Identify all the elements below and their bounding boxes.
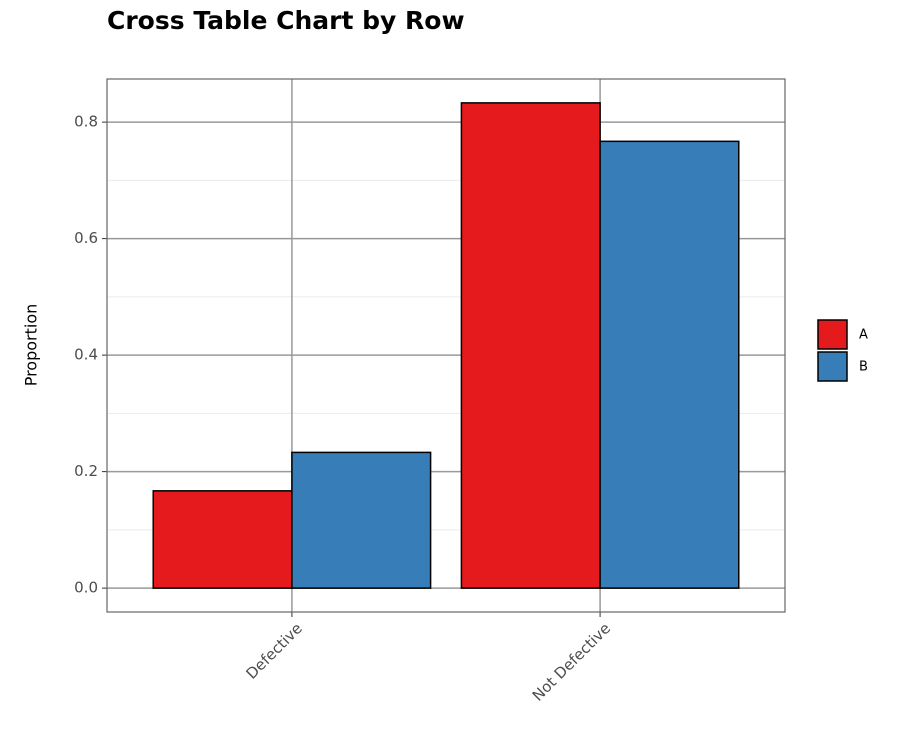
x-tick-label: Not Defective bbox=[529, 619, 614, 704]
x-tick-label: Defective bbox=[242, 619, 305, 682]
y-tick-label: 0.4 bbox=[74, 346, 98, 364]
y-tick-label: 0.6 bbox=[74, 229, 98, 247]
y-tick-label: 0.2 bbox=[74, 462, 98, 480]
legend-label: B bbox=[859, 360, 868, 375]
legend-label: A bbox=[859, 328, 868, 343]
y-tick-label: 0.8 bbox=[74, 113, 98, 131]
bar bbox=[152, 490, 293, 589]
legend-swatch bbox=[817, 319, 848, 350]
chart-title: Cross Table Chart by Row bbox=[107, 6, 465, 35]
legend-swatch bbox=[817, 351, 848, 382]
y-axis-label: Proportion bbox=[22, 304, 41, 387]
y-tick-label: 0.0 bbox=[74, 579, 98, 597]
bar bbox=[599, 140, 740, 589]
bar bbox=[291, 451, 432, 589]
bar bbox=[460, 102, 601, 589]
plot-border bbox=[106, 78, 786, 613]
